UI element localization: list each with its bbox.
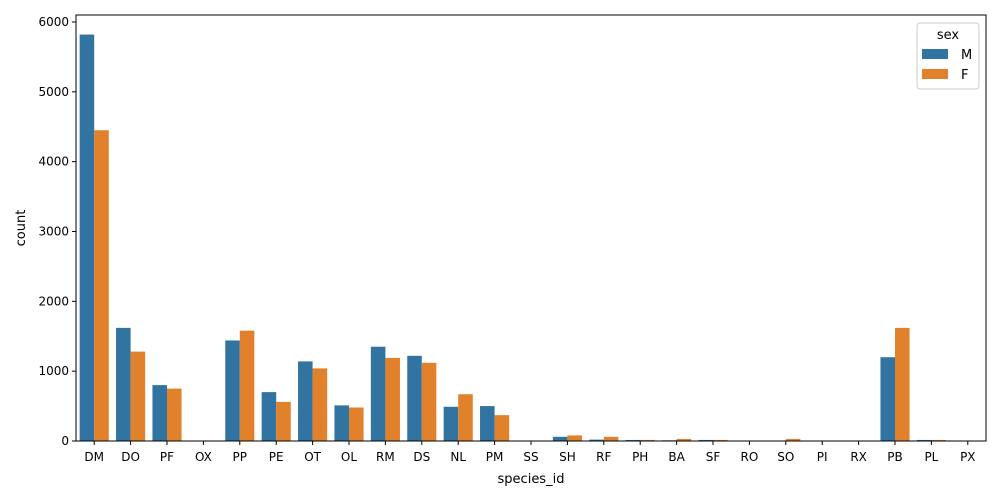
bar-F-RF [603, 436, 619, 441]
bar-F-PH [640, 439, 655, 441]
y-tick-label: 5000 [38, 85, 69, 99]
bar-F-PF [167, 388, 182, 441]
x-tick-label: PE [269, 450, 284, 464]
x-tick-label: PP [233, 450, 247, 464]
bar-F-DM [94, 130, 109, 442]
bar-F-NL [458, 394, 473, 441]
x-tick-label: SF [706, 450, 721, 464]
y-axis-ticks: 0 1000 2000 3000 4000 5000 6000 [38, 15, 76, 448]
bar-M-PH [625, 439, 641, 441]
bar-M-SF [698, 439, 713, 441]
x-tick-label: OT [304, 450, 321, 464]
bar-F-SH [567, 435, 582, 441]
x-tick-label: RX [850, 450, 867, 464]
x-tick-label: DO [121, 450, 140, 464]
bar-M-DS [407, 355, 422, 441]
y-tick-label: 1000 [38, 364, 69, 378]
bar-M-OT [298, 361, 313, 441]
legend-swatch-M [922, 49, 948, 59]
bar-M-DO [116, 327, 131, 441]
x-tick-label: SS [523, 450, 538, 464]
bar-F-BA [676, 438, 692, 441]
x-tick-label: PL [924, 450, 938, 464]
bar-M-RF [589, 439, 604, 441]
bar-M-NL [443, 406, 459, 441]
bar-F-OT [312, 368, 328, 441]
x-tick-label: DM [84, 450, 104, 464]
bar-F-PB [895, 327, 910, 441]
y-tick-label: 6000 [38, 15, 69, 29]
bar-M-DM [79, 34, 95, 442]
y-tick-label: 3000 [38, 224, 69, 238]
plot-frame [75, 14, 987, 442]
x-tick-label: PI [817, 450, 828, 464]
x-tick-label: DS [413, 450, 430, 464]
x-tick-label: NL [450, 450, 466, 464]
y-tick-label: 2000 [38, 294, 69, 308]
legend-swatch-F [922, 69, 948, 79]
x-tick-label: RF [596, 450, 611, 464]
x-tick-label: SO [777, 450, 794, 464]
x-tick-label: RM [376, 450, 395, 464]
x-tick-label: BA [668, 450, 685, 464]
bar-M-SH [552, 436, 568, 441]
bar-F-SF [713, 439, 728, 441]
x-tick-label: OL [341, 450, 357, 464]
bar-F-OL [349, 407, 364, 441]
y-tick-label: 0 [61, 434, 69, 448]
bar-M-PM [480, 406, 495, 441]
x-tick-label: PM [486, 450, 504, 464]
bar-F-PL [931, 439, 946, 441]
bar-M-RM [370, 346, 386, 441]
legend-title: sex [937, 28, 960, 43]
bars-layer [79, 34, 946, 442]
bar-F-DS [421, 362, 437, 441]
x-tick-label: PF [160, 450, 174, 464]
bar-F-RM [385, 357, 400, 441]
x-axis-label: species_id [498, 472, 565, 487]
bar-M-PE [261, 392, 277, 441]
x-tick-label: PX [960, 450, 975, 464]
x-tick-label: SH [559, 450, 576, 464]
x-axis-ticks: DM DO PF OX PP PE OT OL RM DS NL PM SS SH RF PH BA SF RO SO… [84, 441, 976, 464]
x-tick-label: PH [632, 450, 648, 464]
legend-label-F: F [961, 68, 968, 83]
bar-F-PP [239, 330, 255, 441]
y-axis-label: count [14, 210, 29, 247]
bar-F-PE [276, 401, 291, 441]
y-tick-label: 4000 [38, 155, 69, 169]
legend-items: MF [922, 48, 972, 83]
bar-M-PP [225, 340, 240, 441]
legend: sex MF [916, 22, 980, 90]
bar-F-PM [494, 415, 510, 441]
x-tick-label: PB [887, 450, 902, 464]
bar-M-PB [880, 357, 895, 441]
bar-M-PL [916, 439, 932, 441]
x-tick-label: OX [195, 450, 212, 464]
bar-F-SO [785, 438, 801, 441]
bar-M-PF [152, 385, 167, 441]
bar-M-OL [334, 405, 349, 441]
bar-F-DO [130, 351, 146, 441]
x-tick-label: RO [741, 450, 759, 464]
legend-label-M: M [961, 48, 972, 63]
